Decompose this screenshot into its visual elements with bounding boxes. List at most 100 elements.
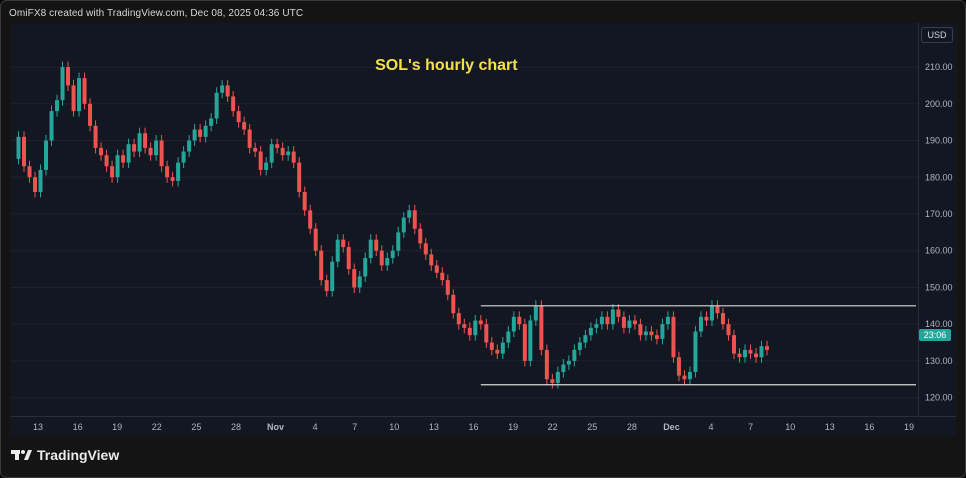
candle-body xyxy=(203,125,208,137)
brand-name: TradingView xyxy=(37,447,120,463)
time-tick-label: 28 xyxy=(231,422,241,432)
candle-body xyxy=(121,155,126,163)
candle-body xyxy=(242,122,247,130)
candle-body xyxy=(599,316,604,325)
candle-body xyxy=(555,371,560,383)
candle-body xyxy=(572,349,577,361)
tradingview-logo-icon xyxy=(11,448,33,462)
candle-body xyxy=(621,316,626,328)
candle-body xyxy=(335,239,340,262)
candle-body xyxy=(181,151,186,163)
candle-body xyxy=(676,357,681,376)
time-tick-label: 7 xyxy=(748,422,753,432)
time-tick-label: 19 xyxy=(112,422,122,432)
candle-body xyxy=(275,144,280,148)
candle-body xyxy=(247,129,252,148)
candle-body xyxy=(759,346,764,358)
candle-body xyxy=(660,324,665,339)
candle-body xyxy=(374,239,379,251)
candle-body xyxy=(511,316,516,332)
plot-area[interactable]: SOL's hourly chart xyxy=(11,23,918,416)
candle-body xyxy=(346,247,351,270)
candle-body xyxy=(588,327,593,336)
candle-body xyxy=(319,250,324,281)
candle-body xyxy=(280,147,285,156)
candle-body xyxy=(544,349,549,380)
candle-body xyxy=(704,316,709,321)
candle-body xyxy=(445,280,450,295)
currency-label[interactable]: USD xyxy=(921,27,953,43)
price-axis[interactable]: 210.00 200.00 190.00 180.00 170.00 160.00 150.… xyxy=(918,23,957,416)
candle-body xyxy=(495,349,500,354)
candle-body xyxy=(528,320,533,361)
candle-body xyxy=(401,217,406,233)
candle-body xyxy=(632,320,637,325)
time-tick-label: 10 xyxy=(785,422,795,432)
candle-body xyxy=(484,324,489,343)
candle-body xyxy=(467,327,472,336)
candle-body xyxy=(132,144,137,152)
candle-body xyxy=(330,261,335,292)
candle-body xyxy=(583,335,588,343)
candle-body xyxy=(665,316,670,325)
time-tick-label: 19 xyxy=(904,422,914,432)
candle-body xyxy=(368,239,373,259)
candle-body xyxy=(539,305,544,350)
candle-body xyxy=(143,133,148,148)
candle-body xyxy=(616,309,621,317)
candle-body xyxy=(726,324,731,336)
candle-body xyxy=(429,254,434,266)
candle-body xyxy=(638,324,643,336)
candle-body xyxy=(385,258,390,266)
time-tick-label: 13 xyxy=(825,422,835,432)
candle-body xyxy=(115,155,120,178)
time-tick-label: 25 xyxy=(587,422,597,432)
candle-body xyxy=(66,67,71,86)
candle-body xyxy=(412,210,417,229)
candle-body xyxy=(165,166,170,178)
candle-body xyxy=(170,177,175,181)
candle-body xyxy=(357,276,362,288)
candle-body xyxy=(220,85,225,93)
candle-body xyxy=(148,147,153,156)
candle-body xyxy=(198,129,203,137)
candle-body xyxy=(341,239,346,248)
time-tick-label: 25 xyxy=(191,422,201,432)
candle-body xyxy=(462,324,467,328)
candle-body xyxy=(396,232,401,251)
candle-body xyxy=(440,272,445,281)
candle-body xyxy=(533,305,538,321)
candle-body xyxy=(137,133,142,152)
candle-body xyxy=(561,364,566,372)
price-tick-label: 180.00 xyxy=(925,172,953,182)
time-tick-label: Nov xyxy=(267,422,284,432)
time-tick-label: 22 xyxy=(152,422,162,432)
price-tick-label: 170.00 xyxy=(925,209,953,219)
price-tick-label: 140.00 xyxy=(925,319,953,329)
price-tick-label: 190.00 xyxy=(925,136,953,146)
candle-body xyxy=(236,111,241,123)
time-tick-label: 4 xyxy=(709,422,714,432)
price-chart[interactable]: SOL's hourly chart xyxy=(11,23,918,416)
candle-body xyxy=(110,166,115,178)
candle-body xyxy=(473,320,478,336)
candle-body xyxy=(176,162,181,181)
candle-body xyxy=(27,166,32,178)
last-price-badge: 23:06 xyxy=(919,329,951,341)
candle-body xyxy=(16,136,21,159)
price-tick-label: 150.00 xyxy=(925,282,953,292)
candle-body xyxy=(363,258,368,277)
candle-body xyxy=(500,342,505,354)
candle-body xyxy=(550,379,555,383)
candle-body xyxy=(82,78,87,104)
candle-body xyxy=(742,349,747,358)
time-tick-label: 16 xyxy=(468,422,478,432)
candle-body xyxy=(577,342,582,350)
time-axis[interactable]: 13 16 19 22 25 28 Nov 4 7 10 13 16 19 22 25 28 Dec 4 7 10 13… xyxy=(11,416,956,435)
candle-body xyxy=(44,140,49,170)
candle-body xyxy=(605,316,610,325)
brand[interactable]: TradingView xyxy=(11,447,119,463)
candle-body xyxy=(765,346,769,350)
candle-body xyxy=(517,316,522,325)
